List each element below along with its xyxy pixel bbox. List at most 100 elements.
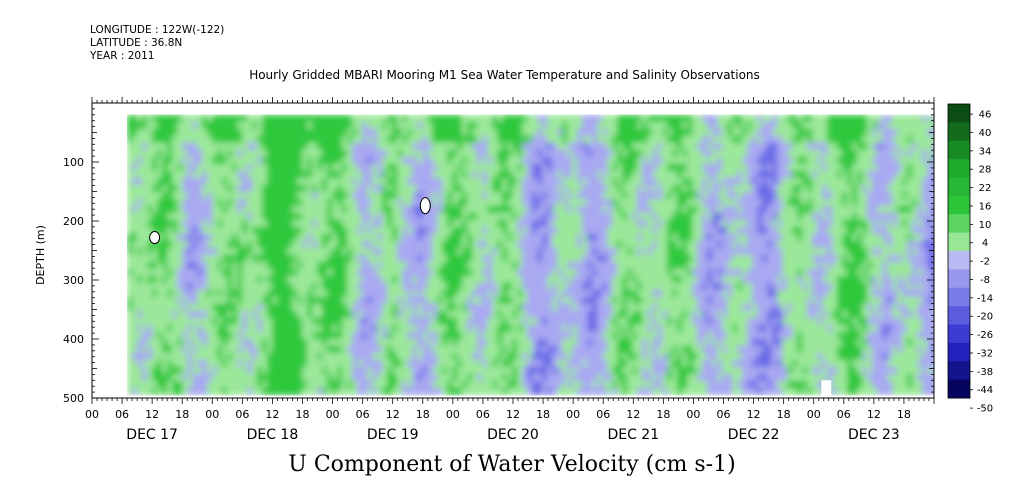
heatmap-cell (597, 247, 603, 256)
heatmap-cell (247, 219, 253, 228)
heatmap-cell (162, 219, 168, 228)
heatmap-cell (727, 247, 733, 256)
heatmap-cell (452, 289, 458, 298)
heatmap-cell (407, 282, 413, 291)
heatmap-cell (332, 296, 338, 305)
heatmap-cell (282, 254, 288, 263)
heatmap-cell (352, 261, 358, 270)
heatmap-cell (157, 261, 163, 270)
heatmap-cell (222, 128, 228, 137)
heatmap-cell (537, 310, 543, 319)
heatmap-cell (302, 317, 308, 326)
heatmap-cell (322, 170, 328, 179)
heatmap-cell (177, 282, 183, 291)
heatmap-cell (732, 156, 738, 165)
heatmap-cell (657, 310, 663, 319)
heatmap-cell (137, 156, 143, 165)
heatmap-cell (242, 380, 248, 389)
heatmap-cell (227, 128, 233, 137)
heatmap-cell (307, 282, 313, 291)
heatmap-cell (722, 163, 728, 172)
heatmap-cell (427, 380, 433, 389)
heatmap-cell (282, 359, 288, 368)
heatmap-cell (352, 128, 358, 137)
heatmap-cell (137, 289, 143, 298)
heatmap-cell (337, 352, 343, 361)
heatmap-cell (632, 240, 638, 249)
heatmap-cell (472, 114, 478, 123)
heatmap-cell (292, 233, 298, 242)
heatmap-cell (157, 212, 163, 221)
heatmap-cell (712, 184, 718, 193)
heatmap-cell (142, 387, 148, 396)
heatmap-cell (412, 128, 418, 137)
heatmap-cell (547, 219, 553, 228)
heatmap-cell (387, 191, 393, 200)
heatmap-cell (317, 387, 323, 396)
heatmap-cell (532, 352, 538, 361)
heatmap-cell (297, 387, 303, 396)
heatmap-cell (207, 324, 213, 333)
heatmap-cell (217, 184, 223, 193)
heatmap-cell (662, 352, 668, 361)
heatmap-cell (142, 303, 148, 312)
heatmap-cell (587, 205, 593, 214)
heatmap-cell (737, 324, 743, 333)
heatmap-cell (492, 373, 498, 382)
heatmap-cell (482, 219, 488, 228)
heatmap-cell (262, 212, 268, 221)
heatmap-cell (317, 205, 323, 214)
heatmap-cell (637, 352, 643, 361)
heatmap-cell (692, 282, 698, 291)
heatmap-cell (302, 310, 308, 319)
heatmap-cell (477, 373, 483, 382)
heatmap-cell (647, 205, 653, 214)
heatmap-cell (272, 205, 278, 214)
heatmap-cell (687, 380, 693, 389)
heatmap-cell (692, 184, 698, 193)
heatmap-cell (652, 366, 658, 375)
heatmap-cell (147, 317, 153, 326)
heatmap-cell (562, 317, 568, 326)
heatmap-cell (557, 121, 563, 130)
heatmap-cell (352, 184, 358, 193)
heatmap-cell (542, 156, 548, 165)
heatmap-cell (187, 212, 193, 221)
heatmap-cell (152, 142, 158, 151)
heatmap-cell (497, 184, 503, 193)
heatmap-cell (627, 373, 633, 382)
heatmap-cell (732, 289, 738, 298)
heatmap-cell (272, 149, 278, 158)
heatmap-cell (267, 380, 273, 389)
heatmap-cell (227, 261, 233, 270)
heatmap-cell (537, 254, 543, 263)
heatmap-cell (732, 219, 738, 228)
heatmap-cell (237, 268, 243, 277)
heatmap-cell (582, 324, 588, 333)
heatmap-cell (677, 233, 683, 242)
heatmap-cell (367, 212, 373, 221)
heatmap-cell (462, 226, 468, 235)
heatmap-cell (577, 317, 583, 326)
heatmap-cell (657, 338, 663, 347)
heatmap-cell (342, 233, 348, 242)
heatmap-cell (712, 149, 718, 158)
heatmap-cell (407, 380, 413, 389)
heatmap-cell (612, 303, 618, 312)
heatmap-cell (577, 254, 583, 263)
heatmap-cell (532, 114, 538, 123)
heatmap-cell (602, 205, 608, 214)
heatmap-cell (257, 254, 263, 263)
heatmap-cell (207, 331, 213, 340)
heatmap-cell (742, 191, 748, 200)
heatmap-cell (242, 240, 248, 249)
heatmap-cell (727, 163, 733, 172)
heatmap-cell (342, 149, 348, 158)
heatmap-cell (687, 226, 693, 235)
heatmap-cell (592, 114, 598, 123)
heatmap-cell (177, 198, 183, 207)
heatmap-cell (612, 205, 618, 214)
heatmap-cell (687, 317, 693, 326)
heatmap-cell (627, 170, 633, 179)
heatmap-cell (727, 366, 733, 375)
